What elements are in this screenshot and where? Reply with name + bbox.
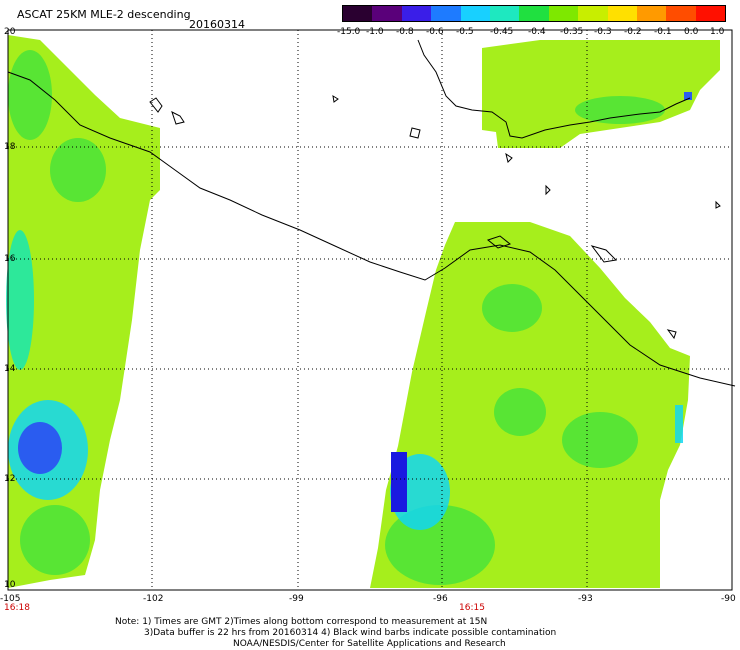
- colorbar-swatch: [431, 6, 461, 21]
- swath-northeast-blue-patch: [684, 92, 692, 100]
- swath-northeast: [482, 40, 720, 148]
- swath-west-blue-patch: [18, 422, 62, 474]
- swath-west-green-patch: [50, 138, 106, 202]
- islands: [149, 95, 721, 340]
- colorbar-label: -0.4: [528, 27, 546, 37]
- colorbar-swatch: [636, 6, 667, 21]
- colorbar: [342, 5, 726, 22]
- colorbar-label: -0.5: [456, 27, 474, 37]
- colorbar-swatch: [372, 6, 402, 21]
- colorbar-label: 1.0: [710, 27, 725, 37]
- coastline-pacific: [7, 71, 736, 387]
- lat-label: 20: [4, 27, 16, 37]
- swath-west-green-patch: [8, 50, 52, 140]
- swath-southeast-blue-patch: [391, 452, 407, 512]
- lon-label: -105: [0, 594, 21, 604]
- colorbar-swatch: [460, 6, 490, 21]
- lon-label: -99: [289, 594, 304, 604]
- colorbar-swatch: [401, 6, 432, 21]
- swath-west-green-patch: [20, 505, 90, 575]
- colorbar-label: -0.1: [654, 27, 672, 37]
- swath-southeast: [370, 222, 690, 588]
- lon-label: -93: [578, 594, 593, 604]
- colorbar-swatch: [666, 6, 696, 21]
- lat-label: 16: [4, 254, 16, 264]
- colorbar-swatch: [695, 6, 726, 21]
- colorbar-label: 0.0: [684, 27, 699, 37]
- footnote-line2: 3)Data buffer is 22 hrs from 20160314 4)…: [144, 628, 557, 638]
- footnote-line1: Note: 1) Times are GMT 2)Times along bot…: [115, 617, 488, 627]
- pass-time-label: 16:18: [4, 603, 30, 613]
- product-title: ASCAT 25KM MLE-2 descending: [17, 8, 191, 21]
- lat-label: 18: [4, 142, 16, 152]
- lat-label: 12: [4, 474, 16, 484]
- colorbar-swatch: [548, 6, 579, 21]
- swath-southeast-cyan-patch: [675, 405, 683, 443]
- swath-southeast-green-patch: [494, 388, 546, 436]
- colorbar-swatch: [578, 6, 608, 21]
- colorbar-label: -0.45: [490, 27, 514, 37]
- pass-time-label: 16:15: [459, 603, 485, 613]
- colorbar-label: -0.6: [426, 27, 444, 37]
- colorbar-swatch: [607, 6, 637, 21]
- footnote-credit: NOAA/NESDIS/Center for Satellite Applica…: [233, 639, 506, 649]
- swath-northeast-green-patch: [575, 96, 665, 124]
- swath-northeast-fill: [482, 40, 720, 148]
- product-date: 20160314: [189, 18, 245, 31]
- lat-label: 14: [4, 364, 16, 374]
- lon-label: -90: [721, 594, 736, 604]
- lon-label: -96: [433, 594, 448, 604]
- colorbar-swatch: [489, 6, 520, 21]
- lon-label: -102: [143, 594, 164, 604]
- swath-west-cyan-patch: [6, 230, 34, 370]
- lat-label: 10: [4, 580, 16, 590]
- swath-southeast-green-patch: [482, 284, 542, 332]
- colorbar-swatch: [519, 6, 549, 21]
- colorbar-label: -15.0: [337, 27, 361, 37]
- colorbar-label: -1.0: [366, 27, 384, 37]
- colorbar-label: -0.3: [594, 27, 612, 37]
- colorbar-swatch: [343, 6, 373, 21]
- colorbar-label: -0.2: [624, 27, 642, 37]
- colorbar-label: -0.8: [396, 27, 414, 37]
- graticule: [8, 30, 732, 590]
- map-frame: [7, 29, 733, 591]
- coastline-gulf: [417, 39, 691, 139]
- colorbar-label: -0.35: [560, 27, 584, 37]
- swath-southeast-green-patch: [562, 412, 638, 468]
- swath-west: [6, 35, 160, 588]
